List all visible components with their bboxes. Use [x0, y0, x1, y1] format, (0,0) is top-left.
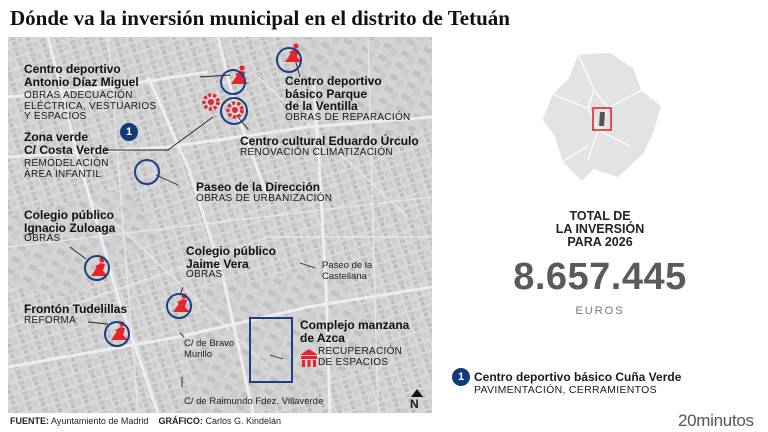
district-map: Centro deportivo Antonio Díaz Miguel OBRA…: [8, 37, 432, 413]
number-badge: 1: [120, 123, 138, 141]
graphic-text: Carlos G. Kindelán: [205, 416, 281, 426]
legend-detail: PAVIMENTACIÓN, CERRAMIENTOS: [474, 384, 657, 396]
page-title: Dónde va la inversión municipal en el di…: [10, 6, 510, 30]
site-detail: RECUPERACIÓN DE ESPACIOS: [318, 346, 403, 368]
site-detail: OBRAS: [24, 233, 61, 245]
north-arrow: N: [410, 389, 424, 411]
site-label-fronton-tudelillas: Frontón Tudelillas REFORMA: [24, 303, 127, 326]
site-name: Paseo de la Dirección: [196, 180, 321, 194]
source-text: Ayuntamiento de Madrid: [51, 416, 149, 426]
gear-icon: [200, 91, 222, 118]
location-ring-icon: [84, 255, 110, 281]
site-detail: OBRAS DE URBANIZACIÓN: [196, 192, 333, 204]
azca-area-outline: [249, 317, 293, 383]
site-detail: REMODELACIÓN ÁREA INFANTIL: [24, 158, 109, 180]
site-label-antonio-diaz: Centro deportivo Antonio Díaz Miguel OBRA…: [24, 63, 156, 123]
site-name: Centro cultural Eduardo Úrculo: [240, 134, 419, 148]
street-label-raimundo-villaverde: C/ de Raimundo Fdez. Villaverde: [184, 396, 324, 407]
site-name: Colegio público Ignacio Zuloaga: [24, 208, 116, 235]
legend-name: Centro deportivo básico Cuña Verde: [474, 370, 682, 384]
building-icon: [298, 347, 320, 374]
site-label-ignacio-zuloaga: Colegio público Ignacio Zuloaga OBRAS: [24, 209, 115, 245]
site-name: Complejo manzana de Azca: [300, 318, 410, 345]
madrid-locator-map: [541, 51, 663, 184]
site-detail: REFORMA: [24, 314, 77, 326]
street-label-bravo-murillo: C/ de Bravo Murillo: [184, 338, 235, 360]
location-ring-icon: [166, 293, 192, 319]
site-detail: RENOVACIÓN CLIMATIZACIÓN: [240, 146, 393, 158]
location-ring-icon: [276, 47, 302, 73]
total-investment-value: 8.657.445: [513, 256, 687, 298]
graphic-label: GRÁFICO:: [158, 416, 203, 426]
source-label: FUENTE:: [10, 416, 49, 426]
site-label-azca: Complejo manzana de Azca RECUPERACIÓN DE E…: [300, 319, 409, 368]
location-ring-icon: [134, 159, 160, 185]
site-name: Frontón Tudelillas: [24, 302, 128, 316]
north-label: N: [410, 397, 419, 411]
site-detail: OBRAS: [186, 269, 223, 281]
total-unit: EUROS: [575, 305, 625, 317]
site-label-jaime-vera: Colegio público Jaime Vera OBRAS: [186, 245, 276, 281]
location-ring-icon: [220, 97, 248, 125]
site-name: Colegio público Jaime Vera: [186, 244, 276, 271]
site-label-parque-ventilla: Centro deportivo básico Parque de la Venti…: [285, 75, 411, 123]
location-ring-icon: [104, 321, 130, 347]
site-label-eduardo-urculo: Centro cultural Eduardo Úrculo RENOVACIÓ…: [240, 135, 419, 158]
tetuan-highlight: [592, 107, 612, 131]
site-name: Centro deportivo Antonio Díaz Miguel: [24, 62, 139, 89]
site-detail: OBRAS DE REPARACIÓN: [285, 111, 411, 123]
satellite-map-background: [8, 37, 432, 413]
total-label: TOTAL DE LA INVERSIÓN PARA 2026: [555, 209, 645, 250]
credits: FUENTE: Ayuntamiento de Madrid GRÁFICO: …: [10, 416, 281, 426]
north-arrow-icon: [411, 389, 423, 397]
site-label-costa-verde: Zona verde C/ Costa Verde REMODELACIÓN ÁRE…: [24, 131, 109, 180]
site-label-paseo-direccion: Paseo de la Dirección OBRAS DE URBANIZAC…: [196, 181, 332, 204]
location-ring-icon: [220, 69, 246, 95]
brand-logo: 20minutos: [678, 411, 754, 430]
number-badge: 1: [452, 368, 470, 386]
street-label-castellana: Paseo de la Castellana: [322, 260, 373, 282]
site-detail: OBRAS ADECUACIÓN ELÉCTRICA, VESTUARIOS Y E…: [24, 90, 157, 123]
site-name: Zona verde C/ Costa Verde: [24, 130, 109, 157]
site-name: Centro deportivo básico Parque de la Venti…: [285, 74, 382, 114]
